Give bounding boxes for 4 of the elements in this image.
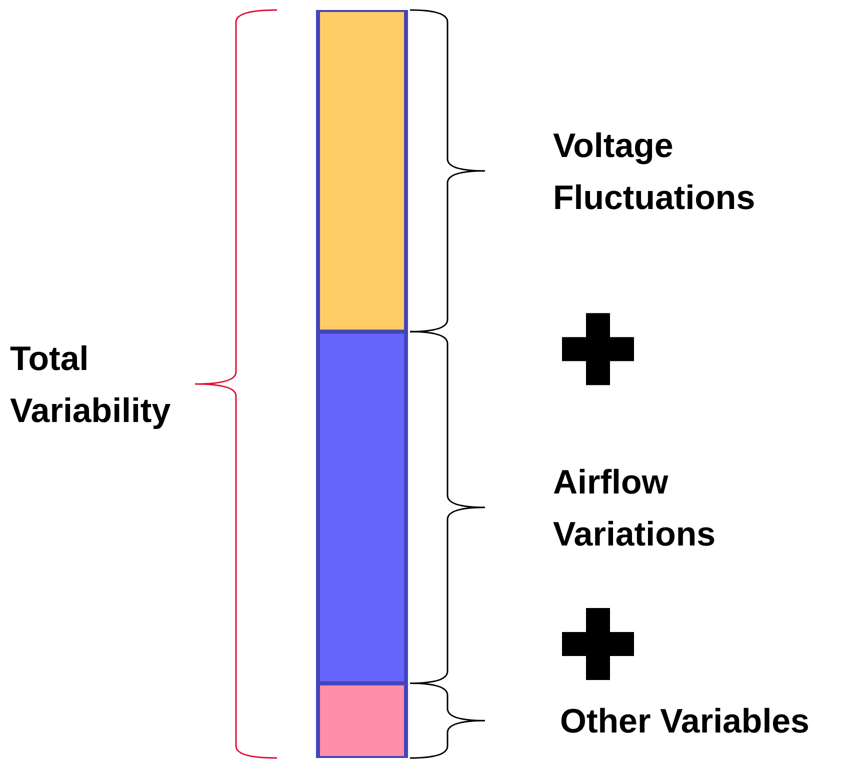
text: Other Variables [560,702,810,741]
text: Total Variability [10,340,171,430]
text: Airflow Variations [553,463,716,554]
text: Voltage Fluctuations [553,126,756,217]
